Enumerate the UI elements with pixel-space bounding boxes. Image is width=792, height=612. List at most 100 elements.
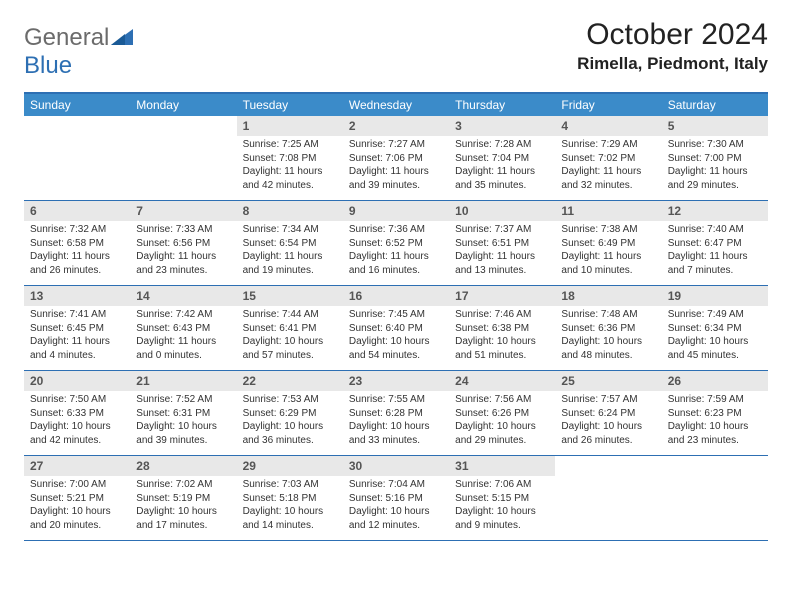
calendar-day-cell: 2Sunrise: 7:27 AMSunset: 7:06 PMDaylight…: [343, 116, 449, 200]
day-number: 22: [237, 371, 343, 391]
brand-text: GeneralBlue: [24, 24, 133, 80]
day-number: 21: [130, 371, 236, 391]
day-details: Sunrise: 7:56 AMSunset: 6:26 PMDaylight:…: [449, 391, 555, 451]
day-details: Sunrise: 7:36 AMSunset: 6:52 PMDaylight:…: [343, 221, 449, 281]
calendar-week-row: 6Sunrise: 7:32 AMSunset: 6:58 PMDaylight…: [24, 201, 768, 286]
calendar-day-cell: 31Sunrise: 7:06 AMSunset: 5:15 PMDayligh…: [449, 456, 555, 540]
brand-shape-icon: [111, 24, 133, 52]
calendar-day-cell: [24, 116, 130, 200]
day-details: Sunrise: 7:53 AMSunset: 6:29 PMDaylight:…: [237, 391, 343, 451]
calendar-day-cell: 25Sunrise: 7:57 AMSunset: 6:24 PMDayligh…: [555, 371, 661, 455]
day-number: 12: [662, 201, 768, 221]
weekday-header: Sunday: [24, 94, 130, 116]
weekday-header: Monday: [130, 94, 236, 116]
calendar-day-cell: 3Sunrise: 7:28 AMSunset: 7:04 PMDaylight…: [449, 116, 555, 200]
calendar-day-cell: 16Sunrise: 7:45 AMSunset: 6:40 PMDayligh…: [343, 286, 449, 370]
calendar-day-cell: 5Sunrise: 7:30 AMSunset: 7:00 PMDaylight…: [662, 116, 768, 200]
day-number: 26: [662, 371, 768, 391]
calendar-day-cell: 15Sunrise: 7:44 AMSunset: 6:41 PMDayligh…: [237, 286, 343, 370]
calendar-day-cell: 19Sunrise: 7:49 AMSunset: 6:34 PMDayligh…: [662, 286, 768, 370]
location-label: Rimella, Piedmont, Italy: [577, 54, 768, 74]
day-number: 11: [555, 201, 661, 221]
weekday-header: Friday: [555, 94, 661, 116]
day-number: 15: [237, 286, 343, 306]
day-number: 31: [449, 456, 555, 476]
day-number: 16: [343, 286, 449, 306]
day-details: Sunrise: 7:49 AMSunset: 6:34 PMDaylight:…: [662, 306, 768, 366]
calendar-day-cell: 7Sunrise: 7:33 AMSunset: 6:56 PMDaylight…: [130, 201, 236, 285]
day-details: Sunrise: 7:30 AMSunset: 7:00 PMDaylight:…: [662, 136, 768, 196]
calendar-day-cell: 9Sunrise: 7:36 AMSunset: 6:52 PMDaylight…: [343, 201, 449, 285]
day-number: 18: [555, 286, 661, 306]
day-details: Sunrise: 7:03 AMSunset: 5:18 PMDaylight:…: [237, 476, 343, 536]
day-details: Sunrise: 7:32 AMSunset: 6:58 PMDaylight:…: [24, 221, 130, 281]
day-number: 10: [449, 201, 555, 221]
day-number: 17: [449, 286, 555, 306]
day-details: Sunrise: 7:33 AMSunset: 6:56 PMDaylight:…: [130, 221, 236, 281]
calendar-day-cell: 10Sunrise: 7:37 AMSunset: 6:51 PMDayligh…: [449, 201, 555, 285]
day-details: Sunrise: 7:04 AMSunset: 5:16 PMDaylight:…: [343, 476, 449, 536]
calendar-day-cell: 26Sunrise: 7:59 AMSunset: 6:23 PMDayligh…: [662, 371, 768, 455]
day-details: Sunrise: 7:27 AMSunset: 7:06 PMDaylight:…: [343, 136, 449, 196]
day-details: Sunrise: 7:55 AMSunset: 6:28 PMDaylight:…: [343, 391, 449, 451]
day-number: 20: [24, 371, 130, 391]
calendar-day-cell: 1Sunrise: 7:25 AMSunset: 7:08 PMDaylight…: [237, 116, 343, 200]
calendar-day-cell: 24Sunrise: 7:56 AMSunset: 6:26 PMDayligh…: [449, 371, 555, 455]
day-details: Sunrise: 7:52 AMSunset: 6:31 PMDaylight:…: [130, 391, 236, 451]
day-number: 4: [555, 116, 661, 136]
calendar-day-cell: [555, 456, 661, 540]
day-number: 24: [449, 371, 555, 391]
day-number: 23: [343, 371, 449, 391]
calendar-day-cell: 6Sunrise: 7:32 AMSunset: 6:58 PMDaylight…: [24, 201, 130, 285]
calendar-day-cell: [130, 116, 236, 200]
day-number: 30: [343, 456, 449, 476]
calendar-day-cell: [662, 456, 768, 540]
calendar-week-row: 27Sunrise: 7:00 AMSunset: 5:21 PMDayligh…: [24, 456, 768, 541]
day-details: Sunrise: 7:45 AMSunset: 6:40 PMDaylight:…: [343, 306, 449, 366]
day-details: Sunrise: 7:50 AMSunset: 6:33 PMDaylight:…: [24, 391, 130, 451]
day-details: Sunrise: 7:46 AMSunset: 6:38 PMDaylight:…: [449, 306, 555, 366]
day-number: 19: [662, 286, 768, 306]
month-title: October 2024: [577, 18, 768, 52]
calendar-week-row: 1Sunrise: 7:25 AMSunset: 7:08 PMDaylight…: [24, 116, 768, 201]
day-details: Sunrise: 7:25 AMSunset: 7:08 PMDaylight:…: [237, 136, 343, 196]
day-number: 6: [24, 201, 130, 221]
calendar-day-cell: 30Sunrise: 7:04 AMSunset: 5:16 PMDayligh…: [343, 456, 449, 540]
day-details: Sunrise: 7:34 AMSunset: 6:54 PMDaylight:…: [237, 221, 343, 281]
day-number: 2: [343, 116, 449, 136]
title-block: October 2024 Rimella, Piedmont, Italy: [577, 18, 768, 74]
day-number: 8: [237, 201, 343, 221]
day-number: 9: [343, 201, 449, 221]
day-details: Sunrise: 7:41 AMSunset: 6:45 PMDaylight:…: [24, 306, 130, 366]
page-header: GeneralBlue October 2024 Rimella, Piedmo…: [24, 18, 768, 80]
calendar-week-row: 20Sunrise: 7:50 AMSunset: 6:33 PMDayligh…: [24, 371, 768, 456]
day-details: Sunrise: 7:28 AMSunset: 7:04 PMDaylight:…: [449, 136, 555, 196]
day-number: 3: [449, 116, 555, 136]
day-number: 5: [662, 116, 768, 136]
calendar-day-cell: 8Sunrise: 7:34 AMSunset: 6:54 PMDaylight…: [237, 201, 343, 285]
calendar-body: 1Sunrise: 7:25 AMSunset: 7:08 PMDaylight…: [24, 116, 768, 541]
day-details: Sunrise: 7:48 AMSunset: 6:36 PMDaylight:…: [555, 306, 661, 366]
calendar-day-cell: 20Sunrise: 7:50 AMSunset: 6:33 PMDayligh…: [24, 371, 130, 455]
calendar-day-cell: 27Sunrise: 7:00 AMSunset: 5:21 PMDayligh…: [24, 456, 130, 540]
calendar-day-cell: 18Sunrise: 7:48 AMSunset: 6:36 PMDayligh…: [555, 286, 661, 370]
calendar-week-row: 13Sunrise: 7:41 AMSunset: 6:45 PMDayligh…: [24, 286, 768, 371]
day-details: Sunrise: 7:29 AMSunset: 7:02 PMDaylight:…: [555, 136, 661, 196]
day-details: Sunrise: 7:59 AMSunset: 6:23 PMDaylight:…: [662, 391, 768, 451]
weekday-header: Tuesday: [237, 94, 343, 116]
day-details: Sunrise: 7:37 AMSunset: 6:51 PMDaylight:…: [449, 221, 555, 281]
calendar-day-cell: 22Sunrise: 7:53 AMSunset: 6:29 PMDayligh…: [237, 371, 343, 455]
brand-logo: GeneralBlue: [24, 24, 133, 80]
day-number: 29: [237, 456, 343, 476]
calendar-day-cell: 28Sunrise: 7:02 AMSunset: 5:19 PMDayligh…: [130, 456, 236, 540]
day-details: Sunrise: 7:02 AMSunset: 5:19 PMDaylight:…: [130, 476, 236, 536]
calendar-day-cell: 23Sunrise: 7:55 AMSunset: 6:28 PMDayligh…: [343, 371, 449, 455]
day-number: 28: [130, 456, 236, 476]
calendar-page: GeneralBlue October 2024 Rimella, Piedmo…: [0, 0, 792, 559]
day-details: Sunrise: 7:57 AMSunset: 6:24 PMDaylight:…: [555, 391, 661, 451]
calendar-day-cell: 17Sunrise: 7:46 AMSunset: 6:38 PMDayligh…: [449, 286, 555, 370]
day-number: 1: [237, 116, 343, 136]
calendar-day-cell: 21Sunrise: 7:52 AMSunset: 6:31 PMDayligh…: [130, 371, 236, 455]
calendar-day-cell: 12Sunrise: 7:40 AMSunset: 6:47 PMDayligh…: [662, 201, 768, 285]
day-number: 25: [555, 371, 661, 391]
